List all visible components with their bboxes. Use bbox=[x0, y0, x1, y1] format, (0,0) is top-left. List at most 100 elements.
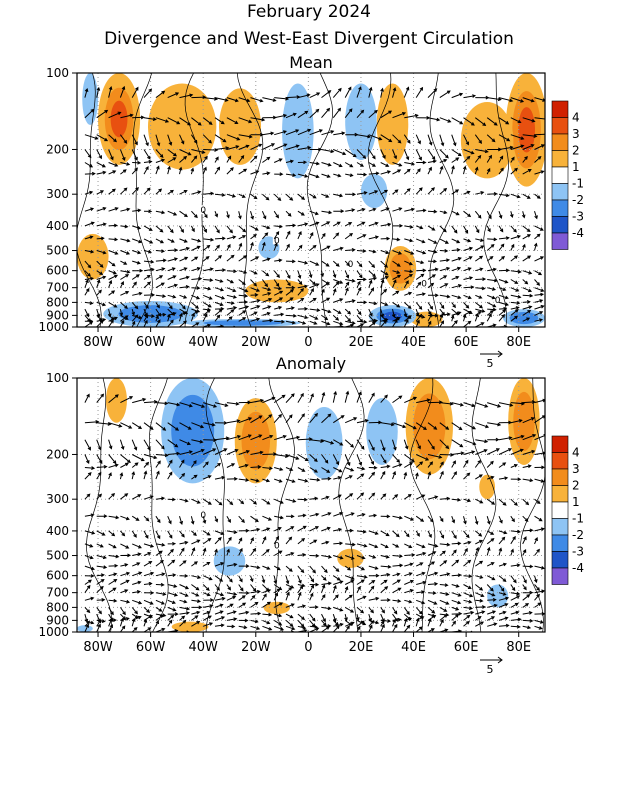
wind-vector bbox=[534, 527, 545, 532]
wind-vector bbox=[356, 134, 372, 139]
wind-vector bbox=[250, 170, 260, 175]
wind-vector bbox=[475, 575, 484, 579]
colorbar-box bbox=[551, 150, 569, 168]
wind-vector bbox=[155, 582, 165, 587]
wind-vector bbox=[486, 117, 498, 126]
wind-vector bbox=[214, 436, 230, 441]
wind-vector bbox=[132, 580, 142, 585]
wind-vector bbox=[273, 527, 282, 532]
wind-vector bbox=[108, 319, 114, 327]
wind-vector bbox=[510, 419, 523, 424]
wind-vector bbox=[285, 603, 295, 608]
wind-vector bbox=[333, 279, 344, 284]
wind-vector bbox=[108, 237, 119, 242]
wind-vector bbox=[226, 562, 238, 567]
panel-title: Anomaly bbox=[276, 354, 346, 373]
wind-vector bbox=[451, 439, 464, 448]
wind-vector bbox=[285, 552, 295, 556]
wind-vector bbox=[214, 584, 220, 591]
wind-vector bbox=[380, 394, 388, 403]
shade-region bbox=[263, 601, 290, 615]
wind-vector bbox=[534, 97, 545, 102]
wind-vector bbox=[297, 128, 312, 136]
wind-vector bbox=[202, 530, 211, 536]
wind-vector bbox=[120, 599, 131, 604]
wind-vector bbox=[226, 463, 236, 468]
wind-vector bbox=[226, 584, 231, 591]
wind-vector bbox=[84, 623, 89, 632]
wind-vector bbox=[273, 584, 283, 591]
wind-vector bbox=[202, 562, 211, 567]
wind-vector bbox=[463, 285, 475, 290]
wind-vector bbox=[262, 131, 275, 136]
wind-vector bbox=[238, 450, 250, 455]
wind-vector bbox=[522, 225, 531, 233]
wind-vector bbox=[131, 530, 137, 538]
wind-vector bbox=[108, 301, 118, 308]
colorbar-label: 3 bbox=[572, 462, 580, 476]
wind-vector bbox=[439, 592, 450, 596]
wind-vector bbox=[439, 542, 451, 547]
reference-vector bbox=[480, 350, 503, 358]
wind-vector bbox=[84, 260, 92, 269]
wind-vector bbox=[510, 287, 520, 292]
wind-vector bbox=[463, 439, 477, 446]
wind-vector bbox=[368, 270, 376, 278]
wind-vector bbox=[439, 530, 445, 539]
wind-vector bbox=[214, 498, 223, 506]
wind-vector bbox=[344, 260, 351, 267]
wind-vector bbox=[108, 134, 117, 143]
wind-vector bbox=[143, 607, 151, 614]
wind-vector bbox=[143, 614, 153, 621]
wind-vector bbox=[463, 210, 472, 218]
wind-vector bbox=[143, 249, 153, 254]
wind-vector bbox=[487, 294, 496, 300]
wind-vector bbox=[143, 571, 155, 577]
wind-vector bbox=[250, 450, 264, 455]
wind-vector bbox=[285, 414, 293, 424]
x-tick-label: 60E bbox=[454, 640, 479, 655]
wind-vector bbox=[522, 515, 529, 522]
wind-vector bbox=[309, 108, 320, 119]
y-tick-label: 700 bbox=[46, 586, 69, 600]
reference-vector bbox=[480, 656, 503, 664]
wind-vector bbox=[368, 276, 378, 281]
wind-vector bbox=[120, 396, 134, 404]
wind-vector bbox=[451, 573, 462, 578]
wind-vector bbox=[498, 155, 504, 163]
wind-vector bbox=[143, 117, 157, 121]
wind-vector bbox=[119, 625, 126, 632]
wind-vector bbox=[285, 259, 296, 264]
wind-vector bbox=[202, 244, 211, 251]
wind-vector bbox=[179, 530, 185, 538]
wind-vector bbox=[250, 527, 261, 532]
wind-vector bbox=[250, 594, 256, 601]
wind-vector bbox=[392, 237, 401, 242]
wind-vector bbox=[155, 592, 167, 596]
contour-line bbox=[306, 73, 333, 327]
wind-vector bbox=[226, 97, 239, 103]
wind-vector bbox=[120, 187, 128, 195]
wind-vector bbox=[167, 189, 174, 195]
wind-vector bbox=[487, 237, 498, 242]
wind-vector bbox=[190, 516, 195, 525]
shade-region bbox=[460, 101, 514, 179]
wind-vector bbox=[226, 624, 236, 629]
wind-vector bbox=[475, 439, 489, 444]
wind-vector bbox=[404, 562, 414, 567]
x-tick-label: 20E bbox=[349, 640, 374, 655]
wind-vector bbox=[285, 193, 294, 201]
wind-vector bbox=[522, 478, 534, 483]
wind-vector bbox=[202, 615, 212, 621]
wind-vector bbox=[392, 149, 397, 160]
wind-vector bbox=[510, 617, 522, 622]
wind-vector bbox=[96, 149, 102, 160]
wind-vector bbox=[344, 454, 351, 467]
wind-vector bbox=[439, 187, 448, 195]
wind-vector bbox=[439, 134, 445, 147]
wind-vector bbox=[416, 571, 426, 577]
wind-vector bbox=[475, 191, 485, 195]
wind-vector bbox=[332, 260, 340, 267]
wind-vector bbox=[297, 320, 307, 325]
wind-vector bbox=[262, 270, 270, 277]
